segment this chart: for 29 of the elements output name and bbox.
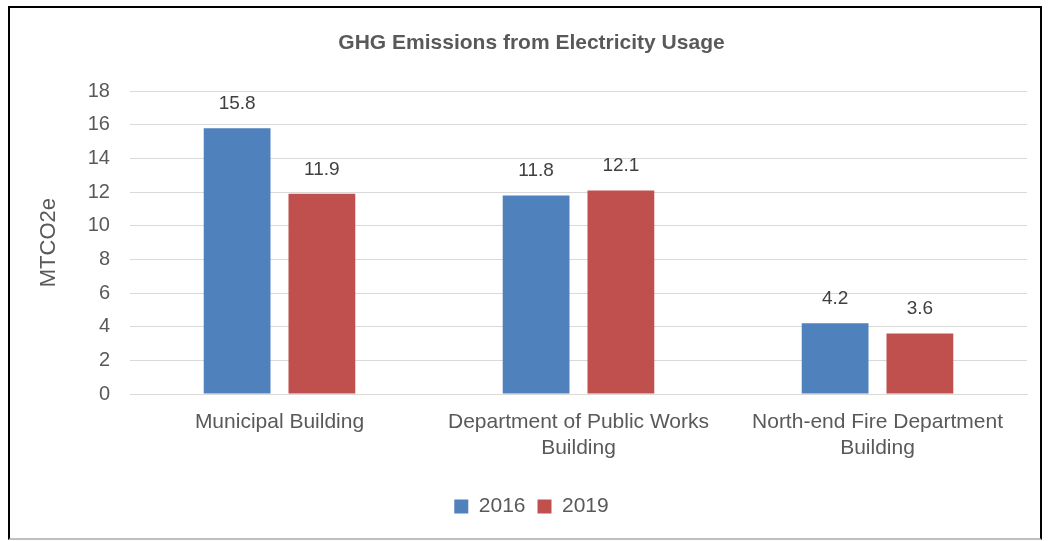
y-tick-label: 14	[87, 146, 110, 168]
legend-label: 2019	[562, 493, 609, 517]
data-label: 11.8	[518, 159, 554, 181]
bar	[801, 323, 869, 394]
data-label: 3.6	[906, 297, 934, 319]
bar	[288, 193, 356, 394]
x-tick-label: North-end Fire Department Building	[752, 409, 1004, 458]
data-label: 12.1	[602, 154, 640, 176]
y-tick-label: 4	[98, 314, 110, 337]
y-tick-label: 16	[87, 112, 110, 135]
bar	[502, 195, 570, 394]
y-tick-label: 10	[87, 213, 110, 236]
bar	[587, 190, 655, 394]
chart-title: GHG Emissions from Electricity Usage	[338, 30, 725, 54]
y-tick-label: 8	[98, 246, 110, 269]
data-label: 4.2	[821, 287, 849, 309]
y-tick-label: 12	[87, 179, 110, 202]
x-tick-label: Municipal Building	[194, 409, 365, 433]
x-tick-label: Department of Public Works Building	[447, 409, 710, 458]
y-tick-label: 0	[98, 381, 110, 404]
legend-label: 2016	[478, 493, 526, 517]
bar	[886, 333, 954, 394]
data-label: 15.8	[218, 91, 256, 113]
y-axis-title: MTCO2e	[35, 197, 61, 288]
bar	[203, 128, 271, 394]
data-label: 11.9	[304, 157, 340, 179]
y-tick-label: 2	[98, 347, 110, 370]
y-tick-label: 6	[98, 280, 110, 303]
y-tick-label: 18	[87, 78, 110, 101]
